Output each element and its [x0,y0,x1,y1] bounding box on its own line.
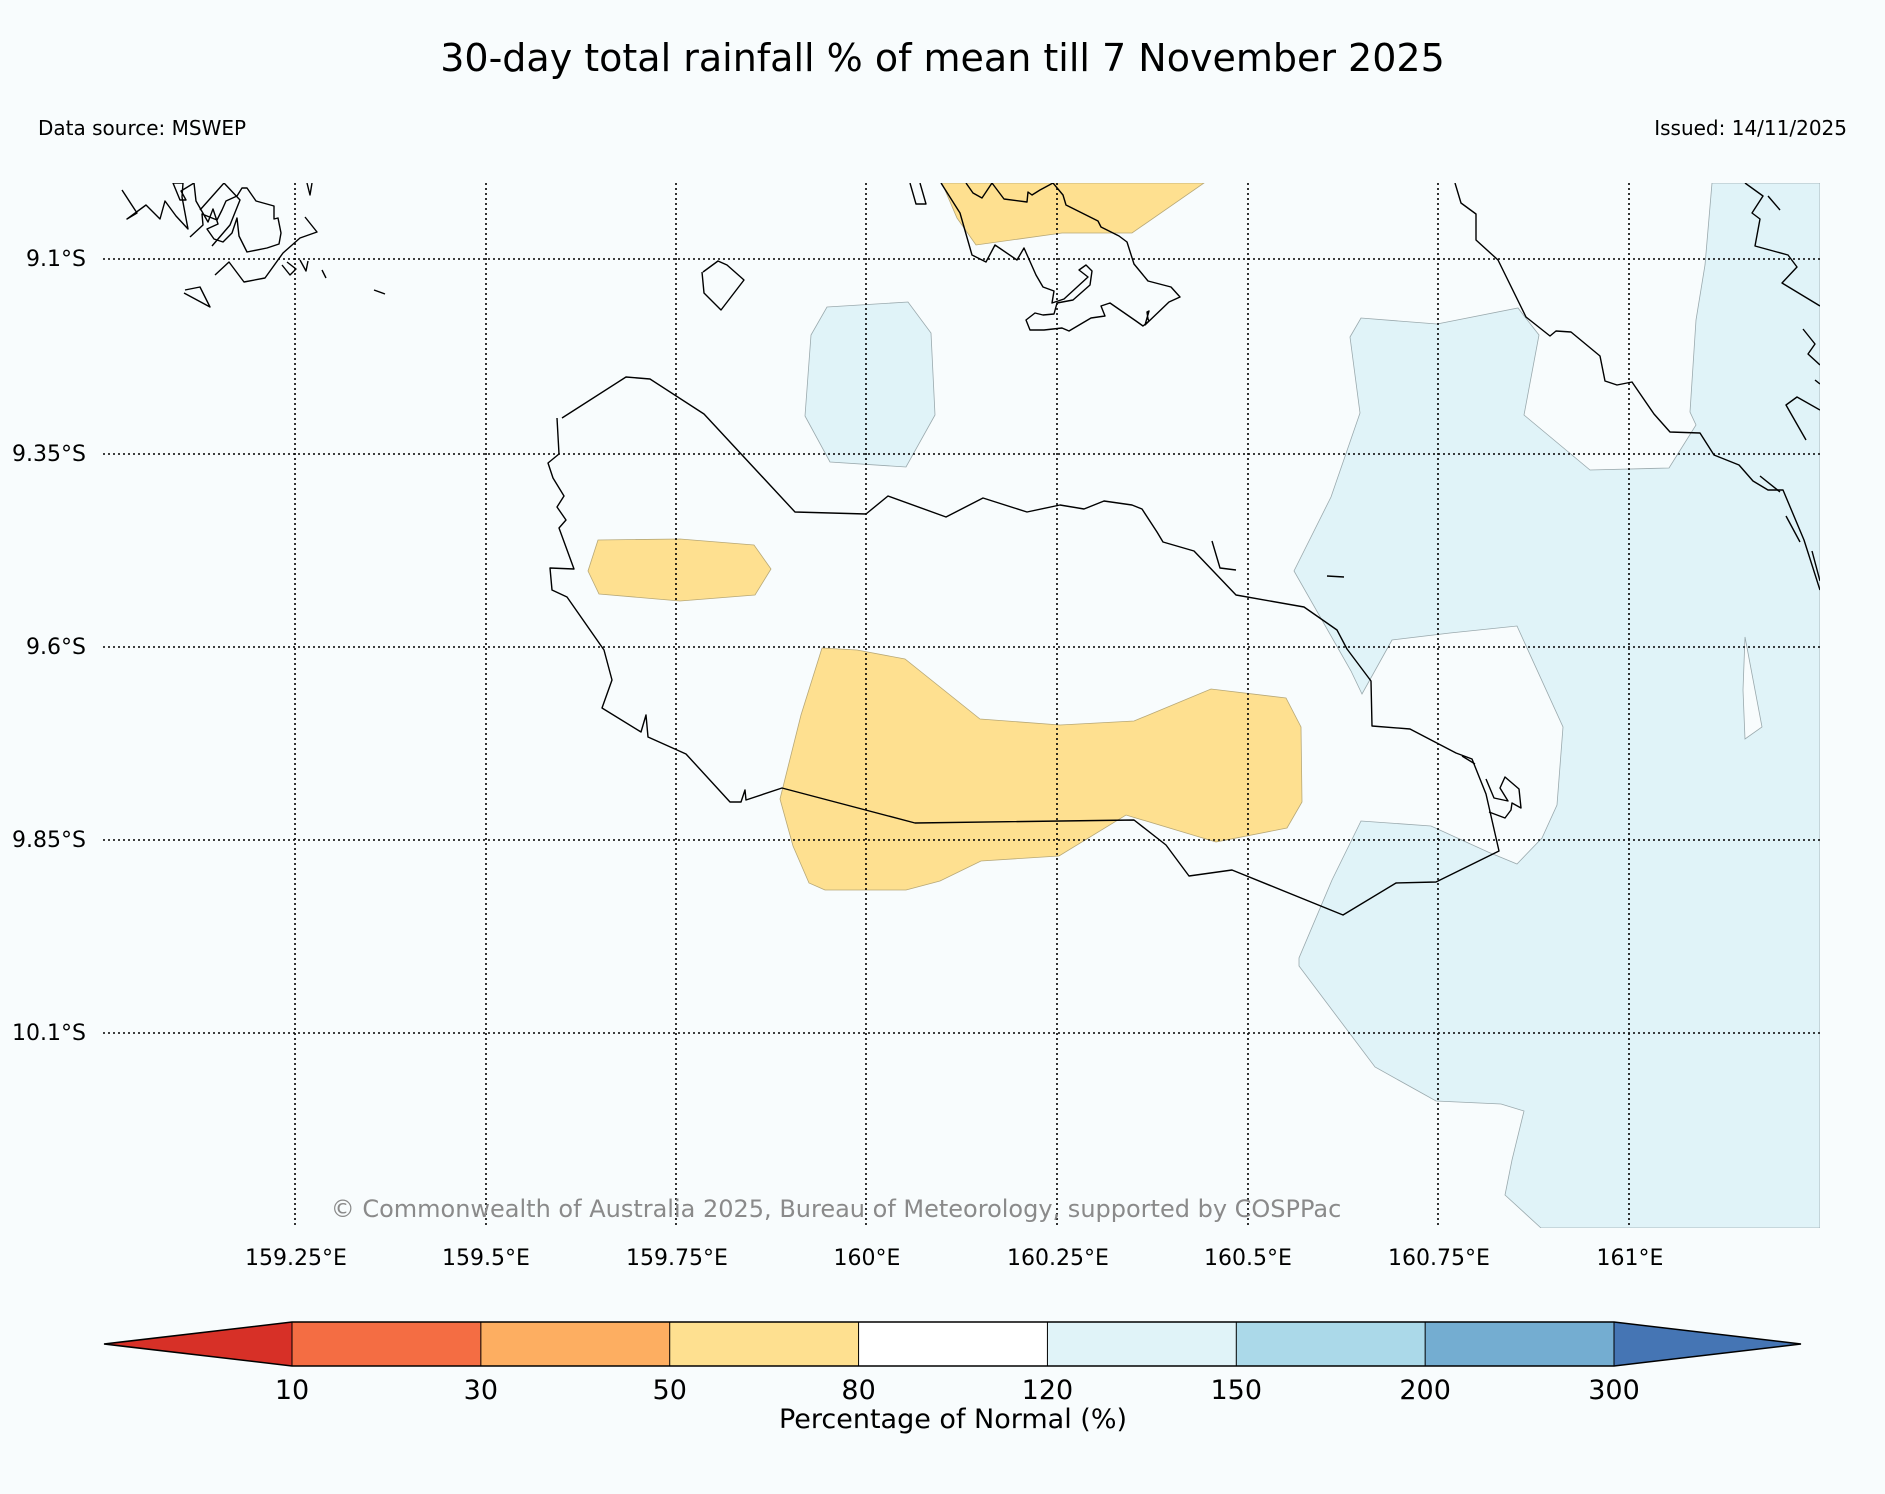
coastline [909,183,927,205]
coastline [1814,379,1820,385]
lat-tick-label: 9.1°S [26,247,86,272]
coastline [1759,475,1781,493]
lon-tick-label: 159.75°E [626,1246,728,1271]
coastline [183,286,211,308]
colorbar-segment [1236,1322,1426,1366]
colorbar-tick-label: 50 [653,1375,687,1406]
coastline [306,183,313,196]
lat-tick-label: 9.35°S [12,442,86,467]
coastline-layer [121,183,1820,916]
lon-tick-label: 160°E [834,1246,901,1271]
colorbar-tick-label: 120 [1022,1375,1074,1406]
coastline [214,216,318,283]
latitude-ticks: 9.1°S 9.35°S 9.6°S 9.85°S 10.1°S [12,247,86,1046]
map-title: 30-day total rainfall % of mean till 7 N… [440,36,1445,80]
wet-region-island [1742,636,1763,740]
coastline [940,183,1181,332]
coastline [547,376,1500,916]
coastline [281,261,297,276]
coastline [1785,515,1801,543]
coastline [299,259,309,272]
lon-tick-label: 159.25°E [245,1246,347,1271]
coastline [1802,328,1820,366]
colorbar-segment [858,1322,1048,1366]
colorbar-tick-label: 200 [1399,1375,1451,1406]
coastline [1785,396,1820,441]
copyright-notice: © Commonwealth of Australia 2025, Bureau… [331,1195,1342,1223]
coastline [199,183,241,247]
colorbar-title: Percentage of Normal (%) [779,1404,1127,1435]
dry-region [587,538,772,602]
colorbar-segment [480,1322,670,1366]
data-source-label: Data source: MSWEP [38,116,247,140]
wet-region [1293,183,1820,1228]
colorbar-tick-label: 300 [1588,1375,1640,1406]
coastline [1326,575,1345,578]
coastline [1767,195,1781,211]
coastline [1461,755,1476,765]
colorbar-segment [1425,1322,1614,1366]
lon-tick-label: 160.75°E [1388,1246,1490,1271]
coastline [1811,550,1820,582]
colorbar-tick-label: 150 [1211,1375,1263,1406]
lon-tick-label: 160.25°E [1007,1246,1109,1271]
coastline [321,269,327,279]
lat-tick-label: 10.1°S [12,1021,86,1046]
dry-region [779,647,1303,891]
issued-date-label: Issued: 14/11/2025 [1654,116,1847,140]
coastline [373,289,386,295]
colorbar-segment [1047,1322,1237,1366]
lon-tick-label: 160.5°E [1204,1246,1292,1271]
colorbar-segment [669,1322,859,1366]
coastline [701,260,745,311]
colorbar-tick-label: 80 [841,1375,875,1406]
wet-region [804,301,936,468]
graticule [103,183,1820,1228]
lat-tick-label: 9.6°S [26,635,86,660]
colorbar-tick-label: 30 [464,1375,498,1406]
lat-tick-label: 9.85°S [12,828,86,853]
colorbar-tick-label: 10 [275,1375,309,1406]
colorbar: 10 30 50 80 120 150 200 300 [103,1321,1802,1406]
rainfall-fill-layer [587,183,1820,1228]
coastline [1485,776,1522,819]
coastline [1454,183,1820,591]
lon-tick-label: 159.5°E [442,1246,530,1271]
lon-tick-label: 161°E [1597,1246,1664,1271]
longitude-ticks: 159.25°E 159.5°E 159.75°E 160°E 160.25°E… [245,1246,1663,1271]
coastline [121,183,282,253]
colorbar-segment [292,1322,481,1366]
colorbar-extend-high [1614,1322,1801,1366]
colorbar-extend-low [104,1322,292,1366]
coastline [1744,183,1820,307]
coastline [1211,540,1237,571]
dry-region [941,183,1205,246]
